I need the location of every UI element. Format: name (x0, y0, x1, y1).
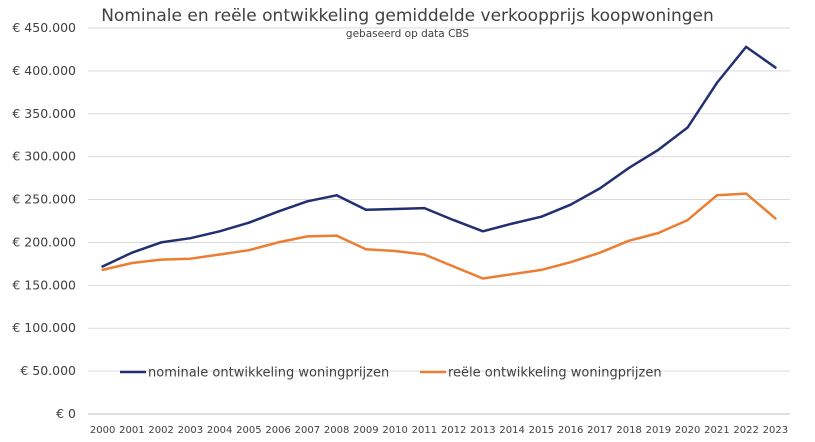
x-tick-label: 2015 (529, 425, 554, 436)
data-point (657, 231, 660, 235)
y-tick-label: € 50.000 (20, 363, 76, 378)
x-tick-label: 2014 (499, 425, 524, 436)
data-point (598, 187, 602, 190)
data-point (189, 236, 192, 240)
x-tick-label: 2001 (119, 425, 144, 436)
data-point (569, 260, 572, 264)
x-tick-label: 2019 (646, 425, 671, 436)
data-point (481, 277, 485, 280)
data-point (218, 253, 221, 256)
series-line-2 (101, 192, 777, 280)
data-point (423, 253, 426, 256)
data-point (247, 221, 251, 224)
data-point (159, 241, 163, 244)
legend-label: reële ontwikkeling woningprijzen (448, 366, 662, 381)
data-point (306, 235, 309, 238)
x-tick-label: 2022 (733, 425, 758, 436)
data-point (159, 258, 163, 261)
data-point (130, 261, 134, 265)
data-point (540, 268, 543, 272)
data-point (276, 241, 280, 244)
data-point (130, 251, 134, 254)
data-point (452, 265, 455, 268)
data-point (715, 81, 719, 85)
x-tick-label: 2016 (558, 425, 583, 436)
data-point (569, 203, 572, 206)
data-point (627, 166, 631, 170)
data-point (715, 194, 719, 197)
data-point (686, 126, 689, 129)
y-tick-label: € 100.000 (12, 320, 76, 335)
x-tick-label: 2006 (265, 425, 290, 436)
x-tick-label: 2002 (148, 425, 173, 436)
y-tick-label: € 300.000 (12, 149, 76, 164)
series-line-1 (101, 45, 777, 268)
data-point (657, 148, 660, 152)
data-point (364, 248, 368, 251)
data-point (744, 192, 748, 195)
y-tick-label: € 400.000 (12, 63, 76, 78)
data-point (627, 239, 631, 242)
y-tick-label: € 250.000 (12, 192, 76, 207)
data-point (335, 234, 338, 237)
data-point (393, 207, 397, 211)
x-tick-label: 2012 (441, 425, 466, 436)
data-point (276, 210, 280, 213)
x-tick-label: 2000 (90, 425, 115, 436)
x-tick-label: 2013 (470, 425, 495, 436)
x-tick-label: 2009 (353, 425, 378, 436)
x-tick-label: 2017 (587, 425, 612, 436)
y-tick-label: € 450.000 (12, 20, 76, 35)
y-tick-label: € 200.000 (12, 234, 76, 249)
x-tick-label: 2007 (295, 425, 320, 436)
data-point (744, 45, 748, 49)
y-tick-label: € 150.000 (12, 277, 76, 292)
data-point (481, 230, 485, 233)
data-point (189, 257, 192, 260)
data-point (510, 272, 514, 276)
data-point (774, 217, 777, 220)
x-tick-label: 2018 (616, 425, 641, 436)
data-point (686, 218, 689, 222)
data-point (218, 230, 221, 233)
x-tick-label: 2008 (324, 425, 349, 436)
data-point (540, 215, 543, 218)
x-tick-label: 2010 (382, 425, 407, 436)
data-point (510, 222, 514, 225)
data-point (774, 66, 777, 69)
x-tick-label: 2023 (763, 425, 788, 436)
data-point (364, 208, 368, 212)
legend-label: nominale ontwikkeling woningprijzen (148, 366, 389, 381)
chart-title: Nominale en reële ontwikkeling gemiddeld… (101, 6, 714, 26)
x-tick-label: 2004 (207, 425, 232, 436)
data-point (247, 248, 251, 252)
data-point (452, 218, 455, 222)
y-tick-label: € 0 (56, 406, 76, 421)
data-point (101, 268, 104, 272)
x-tick-label: 2021 (704, 425, 729, 436)
data-point (423, 206, 426, 210)
data-point (335, 194, 338, 197)
data-point (393, 249, 397, 253)
chart-subtitle: gebaseerd op data CBS (345, 28, 470, 40)
x-tick-label: 2005 (236, 425, 261, 436)
data-point (598, 251, 602, 254)
y-tick-label: € 350.000 (12, 106, 76, 121)
x-tick-label: 2020 (675, 425, 700, 436)
data-point (306, 200, 309, 203)
x-tick-label: 2011 (412, 425, 437, 436)
data-point (101, 265, 104, 268)
x-tick-label: 2003 (178, 425, 203, 436)
